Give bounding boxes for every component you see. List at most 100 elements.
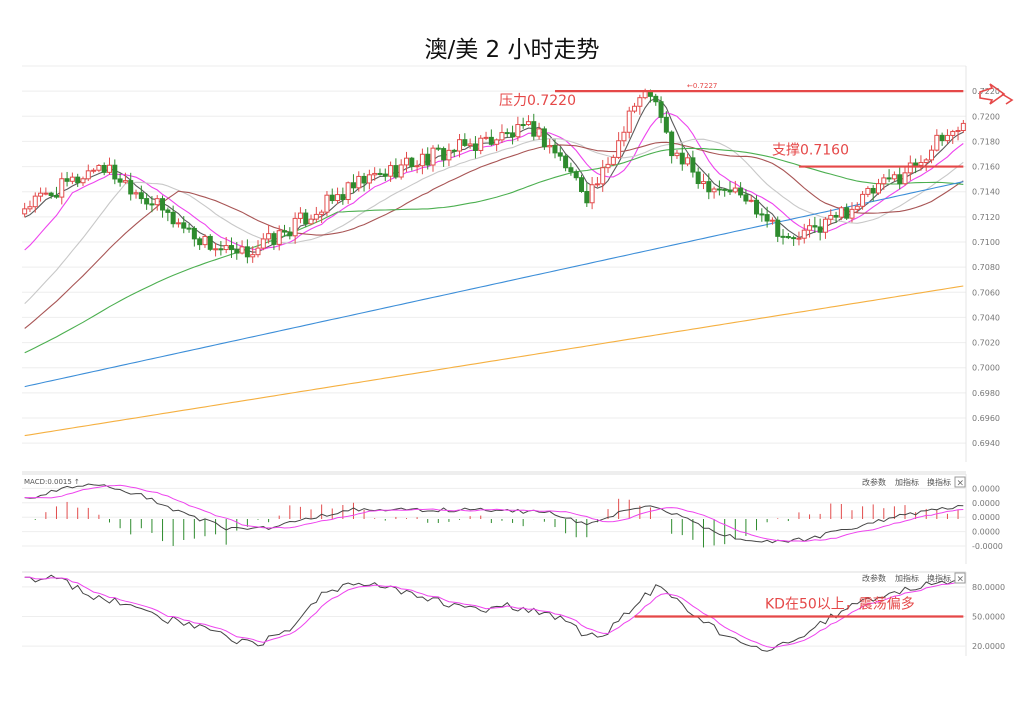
candle-body	[822, 218, 828, 233]
candle-body	[600, 167, 606, 185]
ma-line	[24, 141, 964, 329]
candle-body	[350, 182, 356, 189]
candle-body	[679, 152, 685, 165]
y-tick-label: 0.0000	[972, 528, 1000, 537]
candle-body	[335, 194, 341, 202]
panel-button-0[interactable]: 改参数	[862, 477, 886, 487]
panel-button-0[interactable]: 改参数	[862, 573, 886, 583]
y-tick-label: 0.6960	[972, 414, 1000, 423]
candle-body	[573, 171, 579, 179]
candle-body	[913, 162, 919, 166]
y-tick-label: 0.7060	[972, 288, 1000, 297]
candle-body	[366, 174, 372, 184]
candle-body	[685, 157, 691, 165]
candle-body	[483, 136, 489, 139]
candle-body	[632, 105, 638, 112]
candle-body	[446, 149, 452, 161]
candlesticks	[22, 88, 966, 264]
panel-button-2[interactable]: 换指标	[927, 477, 951, 487]
ma-line	[24, 285, 964, 437]
candle-body	[944, 134, 950, 142]
candle-body	[791, 237, 797, 240]
candle-body	[605, 163, 611, 169]
y-tick-label: 0.7220	[972, 87, 1000, 96]
candle-body	[276, 230, 282, 245]
y-tick-label: 80.0000	[972, 583, 1005, 592]
y-tick-label: 0.7200	[972, 112, 1000, 121]
candle-body	[700, 181, 706, 185]
candle-body	[568, 167, 574, 173]
candle-body	[457, 139, 463, 152]
candle-body	[711, 188, 717, 193]
y-tick-label: 0.0000	[972, 513, 1000, 522]
candle-body	[663, 116, 669, 133]
candle-body	[218, 248, 224, 251]
candle-body	[430, 147, 436, 166]
ma-line	[24, 147, 964, 354]
candle-body	[541, 128, 547, 148]
panel-button-2[interactable]: 换指标	[927, 573, 951, 583]
candle-body	[939, 134, 945, 142]
macd-panel: 0.0000 0.0000 0.0000 0.0000 -0.0000 MACD:0.00…	[22, 473, 1003, 564]
candle-body	[743, 194, 749, 202]
candle-body	[435, 147, 441, 150]
candle-body	[170, 211, 176, 225]
candle-body	[75, 176, 81, 184]
candle-body	[902, 172, 908, 185]
candle-body	[107, 164, 113, 173]
close-icon[interactable]: ×	[957, 575, 965, 585]
candle-body	[775, 219, 781, 237]
candle-body	[48, 192, 54, 196]
candle-body	[934, 134, 940, 151]
y-tick-label: 20.0000	[972, 642, 1005, 651]
y-tick-label: 0.0000	[972, 499, 1000, 508]
y-tick-label: 0.7020	[972, 339, 1000, 348]
candle-body	[202, 235, 208, 246]
close-icon[interactable]	[954, 572, 966, 584]
candle-body	[897, 174, 903, 185]
candle-body	[96, 164, 102, 171]
panel-button-1[interactable]: 加指标	[895, 477, 919, 487]
candle-body	[207, 235, 213, 250]
candle-body	[875, 183, 881, 194]
candle-body	[579, 177, 585, 192]
candle-body	[38, 192, 44, 197]
candle-body	[85, 170, 91, 180]
candle-body	[833, 214, 839, 218]
candle-body	[531, 121, 537, 137]
candle-body	[393, 165, 399, 178]
close-icon[interactable]: ×	[957, 479, 965, 489]
candle-body	[520, 124, 526, 127]
close-icon[interactable]	[954, 476, 966, 488]
candle-body	[807, 225, 813, 231]
panel-button-1[interactable]: 加指标	[895, 573, 919, 583]
candle-body	[584, 190, 590, 204]
candle-body	[759, 213, 765, 216]
candle-body	[160, 198, 166, 211]
candle-body	[271, 233, 277, 245]
candle-body	[165, 209, 171, 213]
level-label: 支撑0.7160	[772, 143, 849, 159]
candle-body	[345, 182, 351, 201]
candle-body	[690, 157, 696, 173]
candle-body	[117, 178, 123, 183]
candle-body	[738, 187, 744, 196]
candle-body	[22, 208, 28, 215]
candle-body	[128, 180, 134, 195]
y-tick-label: 0.7180	[972, 137, 1000, 146]
ma-line	[24, 112, 964, 251]
candle-body	[260, 238, 266, 249]
candle-body	[854, 205, 860, 210]
candle-body	[53, 194, 59, 198]
candle-body	[223, 245, 229, 251]
candle-body	[181, 222, 187, 229]
candle-body	[552, 145, 558, 154]
candle-body	[329, 194, 335, 202]
candle-body	[536, 128, 542, 137]
candle-body	[282, 230, 288, 233]
y-tick-label: -0.0000	[972, 542, 1003, 551]
y-tick-label: 0.0000	[972, 484, 1000, 493]
candle-body	[748, 199, 754, 202]
candle-body	[812, 225, 818, 228]
